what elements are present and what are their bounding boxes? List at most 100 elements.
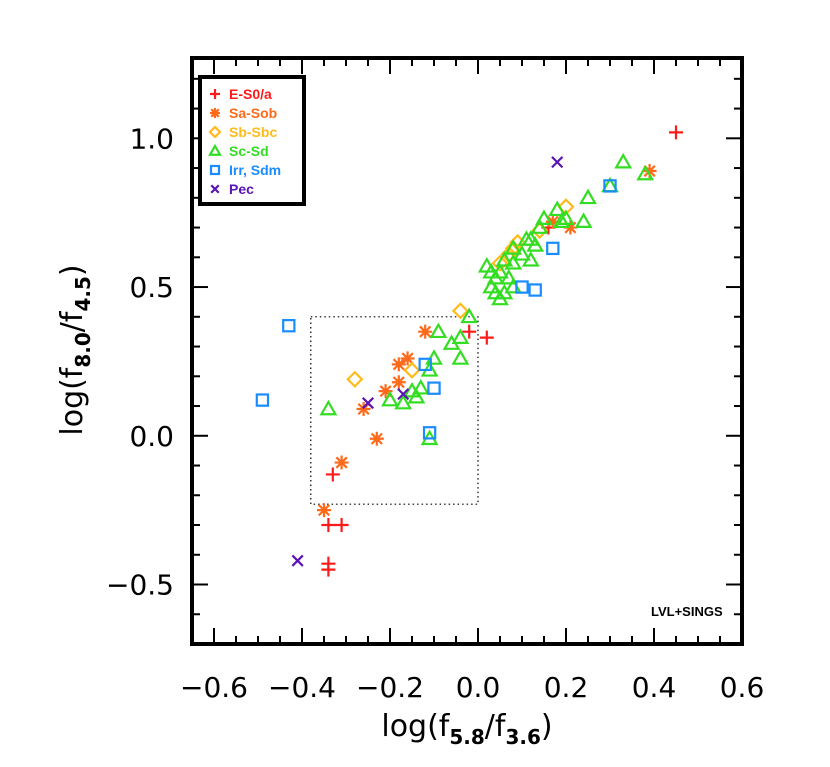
data-point [397, 388, 410, 401]
data-point [282, 319, 296, 333]
data-point [442, 334, 461, 350]
data-point [460, 307, 479, 324]
legend-marker [210, 89, 220, 99]
plot-frame [190, 56, 744, 646]
data-point [535, 209, 553, 225]
y-title-mid: /f [55, 310, 90, 332]
x-tick-label: 0.6 [720, 671, 765, 704]
data-point [400, 351, 415, 366]
x-tick-label: 0.4 [632, 671, 677, 704]
data-point [491, 254, 509, 272]
data-point [418, 357, 432, 372]
data-point [394, 393, 413, 410]
data-point [499, 268, 518, 285]
data-point [515, 280, 529, 294]
legend-label: Sb-Sbc [229, 124, 277, 140]
y-tick-label: 0.5 [129, 271, 174, 304]
data-point [321, 562, 336, 577]
data-point [636, 164, 655, 181]
legend-label: Sc-Sd [229, 143, 269, 159]
x-tick-labels: −0.6 −0.4 −0.2 0.0 0.2 0.4 0.6 [180, 671, 764, 704]
y-title-sub1: 8.0 [71, 332, 95, 367]
legend-frame [198, 75, 306, 206]
data-point [521, 251, 540, 267]
data-point [369, 431, 384, 446]
x-title-sub2: 3.6 [505, 725, 540, 749]
data-point [381, 390, 399, 407]
data-point [462, 324, 477, 339]
y-tick-labels: −0.5 0.0 0.5 1.0 [106, 122, 174, 601]
legend-label: Pec [229, 181, 254, 197]
data-point [429, 322, 448, 339]
data-point [504, 239, 523, 255]
data-point [574, 212, 593, 228]
data-point [548, 200, 567, 217]
data-point [334, 518, 349, 533]
legend-item: Pec [210, 181, 254, 197]
x-tick-label: 0.0 [456, 671, 501, 704]
data-point [477, 257, 496, 273]
data-point [291, 554, 304, 567]
data-point [403, 361, 421, 379]
legend-item: Sb-Sbc [208, 124, 277, 140]
x-tick-label: 0.2 [544, 671, 589, 704]
data-point [418, 324, 433, 339]
legend-items: E-S0/a Sa-Sob Sb-Sbc Sc-Sd Irr, Sdm Pec [208, 86, 281, 197]
data-point [528, 283, 542, 297]
x-tick-label: −0.6 [180, 671, 248, 704]
y-title-sub2: 4.5 [71, 276, 95, 311]
legend-label: Sa-Sob [229, 105, 277, 121]
data-point [530, 218, 549, 234]
y-title-base: log(f [55, 366, 90, 435]
data-point [378, 384, 393, 399]
legend-label: E-S0/a [229, 86, 272, 102]
data-point [517, 230, 536, 246]
data-point [551, 156, 564, 169]
data-point [427, 381, 441, 395]
data-point [451, 302, 469, 320]
axis-ticks [192, 58, 743, 644]
data-point [552, 212, 571, 228]
data-point [321, 518, 336, 533]
data-point [479, 330, 494, 345]
legend-item: Irr, Sdm [209, 162, 281, 178]
legend-item: E-S0/a [210, 86, 272, 102]
legend: E-S0/a Sa-Sob Sb-Sbc Sc-Sd Irr, Sdm Pec [198, 75, 306, 206]
x-title-end: ) [541, 709, 553, 744]
data-point [346, 370, 364, 388]
data-point [317, 503, 331, 518]
data-point [579, 188, 597, 205]
legend-item: Sc-Sd [208, 143, 269, 159]
y-tick-label: 0.0 [129, 420, 174, 453]
data-point [425, 349, 443, 365]
legend-marker [209, 164, 221, 176]
x-tick-label: −0.4 [268, 671, 336, 704]
x-title-base: log(f [381, 709, 450, 744]
data-point [334, 455, 349, 470]
data-point [669, 125, 683, 140]
data-point [325, 467, 340, 482]
x-axis-title: log(f5.8/f3.6) [381, 709, 552, 749]
data-point [545, 214, 560, 229]
x-title-sub1: 5.8 [449, 725, 484, 749]
x-tick-label: −0.2 [356, 671, 424, 704]
data-point [563, 220, 578, 235]
data-point [546, 241, 560, 256]
legend-marker [210, 184, 220, 194]
data-point [407, 387, 426, 404]
y-tick-label: 1.0 [129, 122, 174, 155]
legend-item: Sa-Sob [210, 105, 277, 121]
data-point [361, 397, 375, 410]
data-point [603, 179, 617, 193]
data-point [491, 289, 509, 306]
data-point [614, 152, 633, 169]
data-point [642, 164, 657, 179]
data-point [319, 399, 338, 416]
data-point [451, 328, 470, 344]
data-point [411, 378, 430, 395]
legend-marker [210, 108, 220, 118]
data-point [495, 251, 514, 267]
data-point [391, 357, 406, 372]
